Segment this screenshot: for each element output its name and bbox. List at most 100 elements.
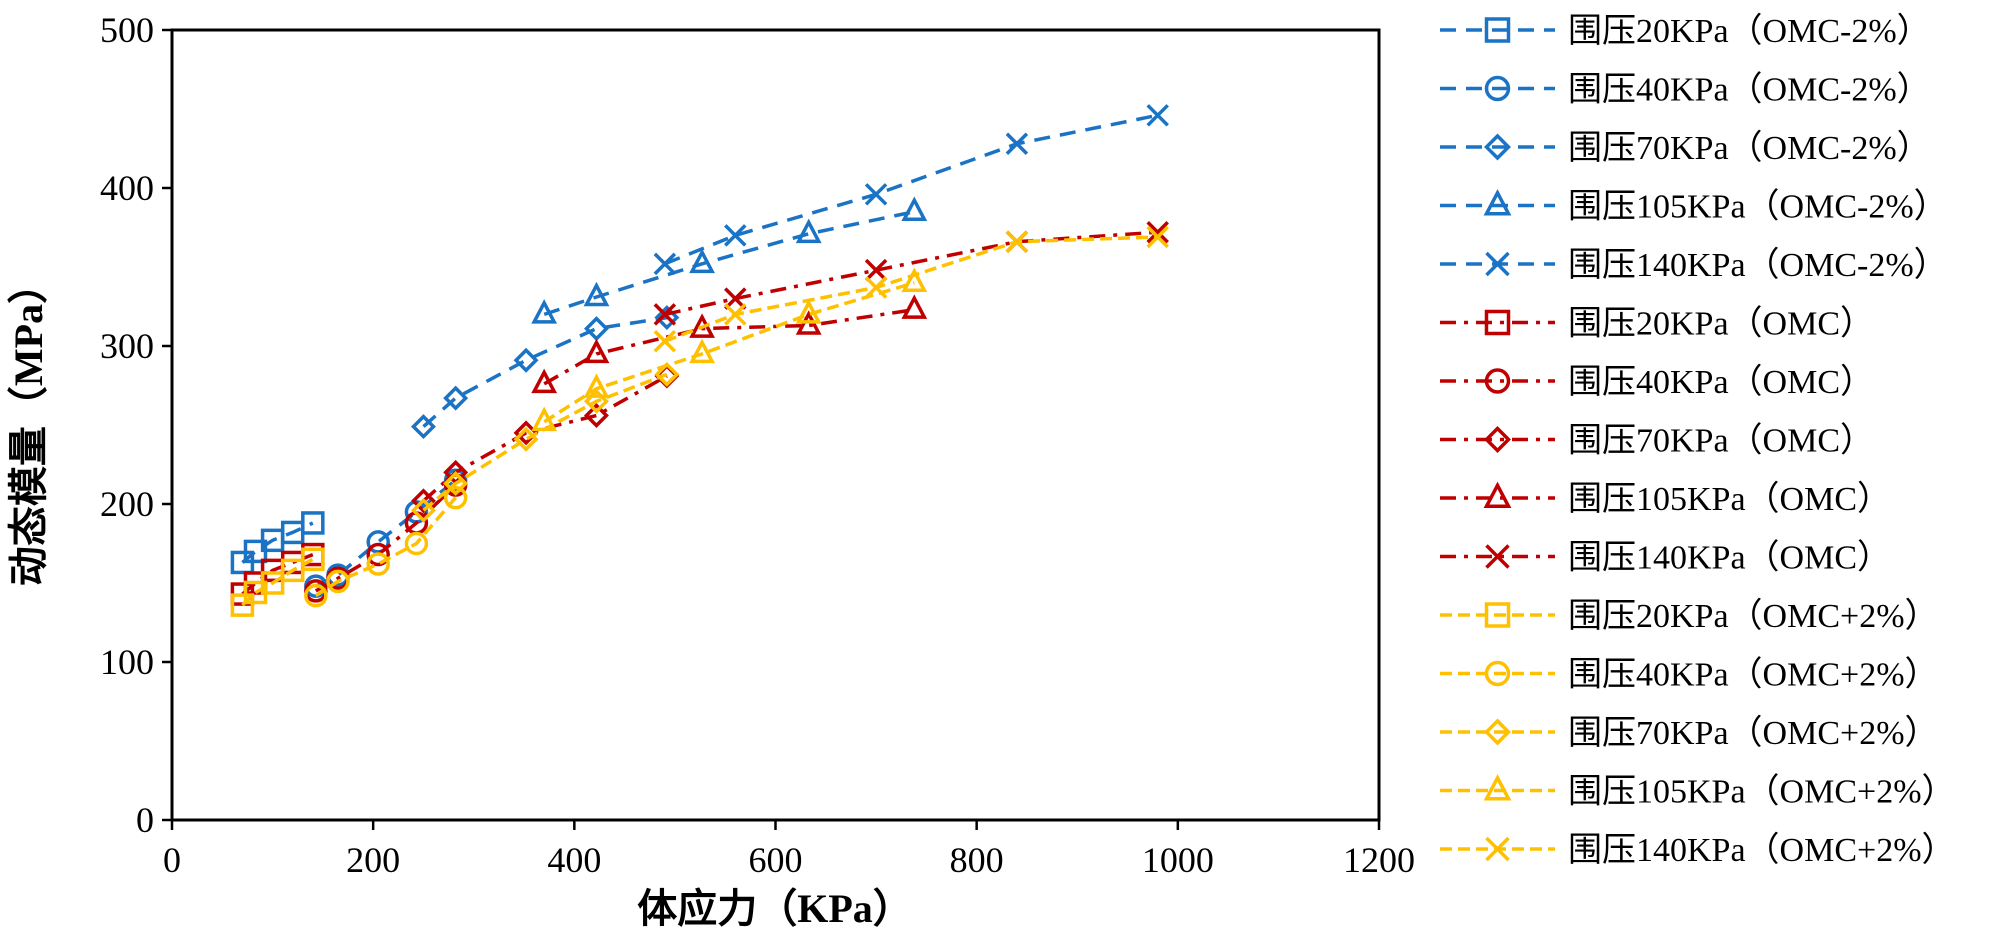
data-point-diamond (410, 488, 436, 514)
data-point-x (864, 258, 888, 282)
series-line (230, 511, 325, 575)
series-line (653, 225, 1169, 353)
data-point-circle (443, 485, 468, 510)
data-point-square (260, 571, 285, 595)
data-point-square (301, 511, 325, 535)
legend-label: 围压105KPa（OMC+2%） (1568, 773, 1956, 811)
legend-label: 围压20KPa（OMC+2%） (1568, 597, 1939, 635)
data-point-triangle (531, 406, 558, 432)
data-point-triangle (901, 294, 928, 319)
data-point-circle (366, 530, 390, 554)
series-line (531, 196, 928, 324)
series-path (241, 557, 314, 607)
legend-label: 围压140KPa（OMC+2%） (1568, 831, 1956, 869)
legend: 围压20KPa（OMC-2%） 围压40KPa（OMC-2%） 围压70KPa（OM… (1440, 12, 1956, 869)
data-point-triangle (901, 196, 928, 221)
legend-item: 围压40KPa（OMC） (1440, 363, 1874, 401)
legend-label: 围压20KPa（OMC） (1568, 305, 1874, 343)
series-layer (230, 104, 1169, 617)
legend-item: 围压105KPa（OMC） (1440, 480, 1891, 518)
data-point-triangle (1483, 189, 1512, 216)
x-tick-label: 400 (547, 840, 601, 880)
data-point-diamond (410, 414, 436, 440)
data-point-diamond (1484, 133, 1511, 161)
series-path (422, 374, 668, 503)
data-point-diamond (443, 470, 469, 496)
data-point-circle (366, 542, 390, 567)
data-point-triangle (689, 338, 715, 364)
legend-item: 围压105KPa（OMC-2%） (1440, 188, 1948, 226)
data-point-diamond (583, 388, 609, 414)
legend-item: 围压20KPa（OMC） (1440, 305, 1874, 343)
data-point-x (1485, 251, 1510, 277)
data-point-diamond (583, 316, 609, 342)
data-point-x (1005, 230, 1029, 253)
data-point-diamond (1484, 718, 1511, 746)
series-line (304, 485, 468, 608)
data-point-triangle (795, 218, 822, 244)
data-point-triangle (795, 299, 822, 324)
series-path (664, 113, 1159, 266)
data-point-circle (1484, 368, 1511, 394)
x-tick-label: 0 (163, 840, 181, 880)
series-line (531, 267, 928, 432)
data-point-diamond (513, 347, 539, 373)
legend-item: 围压140KPa（OMC+2%） (1440, 831, 1956, 869)
data-point-square (1484, 309, 1511, 336)
data-point-circle (1484, 75, 1511, 102)
x-tick-label: 600 (749, 840, 803, 880)
data-point-circle (326, 569, 350, 594)
data-point-diamond (654, 361, 680, 387)
legend-label: 围压70KPa（OMC+2%） (1568, 714, 1939, 752)
data-point-x (724, 224, 747, 247)
data-point-circle (404, 531, 429, 556)
series-line (410, 361, 680, 523)
data-point-x (653, 330, 677, 353)
legend-label: 围压40KPa（OMC-2%） (1568, 71, 1931, 109)
data-point-triangle (583, 281, 610, 307)
y-tick-label: 100 (100, 642, 154, 682)
legend-label: 围压140KPa（OMC） (1568, 539, 1891, 577)
legend-item: 围压140KPa（OMC） (1440, 539, 1891, 577)
data-point-circle (366, 552, 390, 576)
data-point-x (1146, 104, 1169, 127)
legend-item: 围压70KPa（OMC-2%） (1440, 129, 1931, 167)
y-axis-title: 动态模量（MPa） (6, 264, 51, 586)
y-tick-label: 200 (100, 484, 154, 524)
data-point-triangle (531, 299, 558, 324)
legend-item: 围压20KPa（OMC-2%） (1440, 12, 1931, 50)
y-tick-label: 300 (100, 326, 154, 366)
data-point-triangle (1483, 774, 1512, 801)
data-point-x (1146, 221, 1169, 244)
data-point-triangle (583, 338, 610, 364)
data-point-square (1484, 17, 1511, 43)
series-path (543, 281, 915, 424)
axis-ticks: 0 100 200 300 400 500 0 200 400 600 800 1000 1200 (100, 10, 1415, 880)
y-tick-label: 0 (136, 800, 154, 840)
legend-label: 围压40KPa（OMC） (1568, 363, 1874, 401)
series-path (314, 496, 457, 598)
series-path (315, 478, 457, 588)
data-point-triangle (689, 248, 715, 274)
data-point-x (1146, 225, 1169, 249)
series-path (422, 372, 668, 512)
data-point-triangle (901, 267, 928, 293)
legend-label: 围压70KPa（OMC-2%） (1568, 129, 1931, 167)
legend-item: 围压105KPa（OMC+2%） (1440, 773, 1956, 811)
data-point-x (1485, 836, 1510, 862)
series-path (422, 315, 668, 428)
x-tick-label: 1200 (1343, 840, 1415, 880)
y-tick-label: 500 (100, 10, 154, 50)
legend-item: 围压70KPa（OMC+2%） (1440, 714, 1939, 752)
data-point-square (230, 593, 255, 617)
legend-label: 围压105KPa（OMC-2%） (1568, 188, 1948, 226)
data-point-triangle (531, 368, 558, 394)
legend-label: 围压40KPa（OMC+2%） (1568, 656, 1939, 694)
data-point-circle (304, 583, 328, 608)
data-point-x (724, 303, 747, 326)
data-point-x (653, 303, 677, 326)
series-line (653, 104, 1169, 276)
x-axis-title: 体应力（KPa） (637, 886, 913, 931)
series-line (230, 547, 325, 617)
